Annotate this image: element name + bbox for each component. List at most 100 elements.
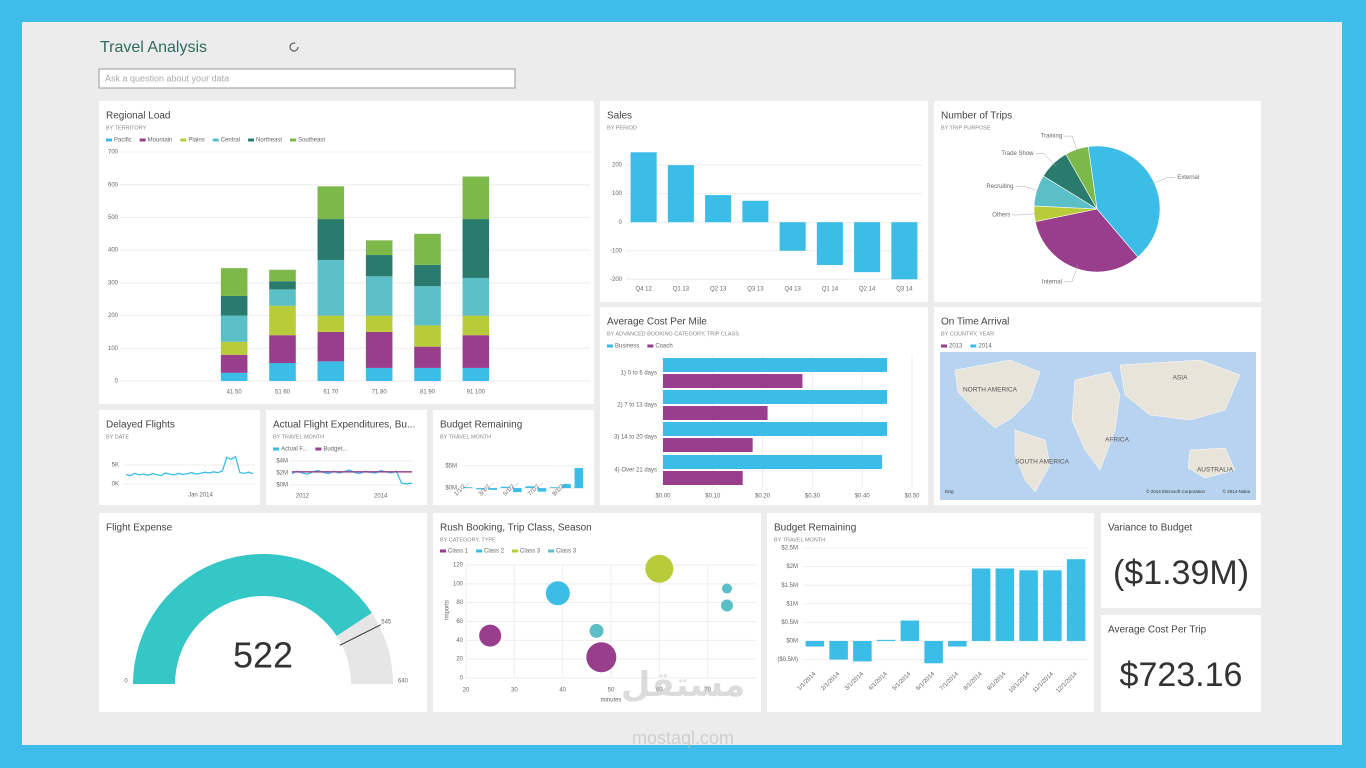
legend-swatch	[106, 138, 112, 142]
tile	[1101, 615, 1261, 712]
map-label: SOUTH AMERICA	[1015, 459, 1069, 466]
tile-subtitle: BY TRAVEL MONTH	[774, 537, 825, 543]
bar	[891, 222, 918, 280]
map-land	[1187, 447, 1236, 479]
tile-title: Sales	[607, 111, 632, 122]
bar-segment	[462, 219, 490, 278]
bar-segment	[462, 176, 490, 220]
bar-segment	[317, 331, 345, 362]
legend-label: Class 3	[556, 549, 577, 555]
search-box[interactable]	[98, 68, 516, 89]
y-tick-label: $0M	[445, 486, 457, 492]
bar	[537, 488, 547, 492]
bar-segment	[462, 367, 490, 381]
bar-segment	[317, 219, 345, 260]
bar-segment	[220, 295, 248, 316]
legend-swatch	[273, 447, 279, 451]
tile-title: Budget Remaining	[440, 420, 522, 431]
bar	[854, 222, 881, 273]
bar-segment	[462, 335, 490, 368]
legend-label: Actual F...	[281, 447, 308, 453]
tile	[433, 513, 761, 712]
slice-label: Others	[992, 212, 1010, 218]
y-tick-label: $0M	[276, 483, 288, 489]
bar	[463, 487, 473, 489]
map-label: AFRICA	[1105, 437, 1130, 444]
bar-segment	[365, 276, 393, 316]
map-label: ASIA	[1173, 375, 1188, 382]
line	[125, 455, 254, 477]
bar	[1066, 559, 1086, 641]
tile-subtitle: BY TRAVEL MONTH	[273, 434, 324, 440]
legend-label: Class 1	[448, 549, 469, 555]
x-tick-label: Q3 13	[747, 287, 764, 293]
leader-line	[1064, 135, 1079, 154]
y-tick-label: $2M	[276, 471, 288, 477]
tile-subtitle: BY COUNTRY, YEAR	[941, 331, 994, 337]
map-label: NORTH AMERICA	[963, 387, 1018, 394]
tile-title: Budget Remaining	[774, 523, 856, 534]
bar-segment	[317, 259, 345, 316]
x-tick-label: $0.00	[655, 494, 671, 500]
bar-segment	[414, 264, 441, 287]
bar-segment	[269, 335, 296, 364]
bar	[816, 222, 843, 266]
legend-label: Southeast	[298, 138, 325, 144]
bar	[924, 640, 943, 664]
x-tick-label: Q4 13	[784, 287, 801, 293]
y-tick-label: 3) 14 to 20 days	[614, 435, 657, 441]
tile-subtitle: BY CATEGORY, TYPE	[440, 537, 496, 543]
legend-swatch	[180, 138, 187, 142]
bar-segment	[365, 367, 393, 381]
x-tick-label: 20	[463, 688, 470, 694]
watermark: mostaql.com	[632, 728, 734, 748]
search-placeholder[interactable]: Ask a question about your data	[105, 73, 229, 83]
bar	[1019, 570, 1038, 641]
map-land	[1071, 371, 1121, 471]
gauge-target-label: 545	[381, 620, 392, 626]
bar	[663, 358, 888, 372]
x-tick-label: 60	[656, 688, 663, 694]
bar-segment	[220, 268, 248, 296]
bar	[948, 640, 967, 647]
bar	[705, 195, 732, 223]
x-tick-label: $0.10	[705, 494, 721, 500]
map-credit: © 2014 Nokia	[1223, 488, 1251, 494]
x-axis-title: minutes	[600, 698, 621, 704]
x-tick-label: 2014	[374, 494, 388, 500]
bar	[829, 640, 848, 660]
refresh-circle[interactable]	[289, 42, 299, 52]
bar-segment	[462, 315, 490, 336]
bubble	[586, 642, 617, 673]
x-tick-label: 51 60	[275, 390, 291, 396]
bar	[663, 390, 888, 404]
x-tick-label: Q1 13	[673, 287, 690, 293]
bar	[663, 374, 803, 388]
bar	[663, 438, 753, 452]
x-tick-label: $0.50	[904, 494, 920, 500]
map-land	[954, 359, 1041, 429]
bar	[574, 468, 584, 489]
bar	[1043, 570, 1062, 641]
tile-title: Rush Booking, Trip Class, Season	[440, 523, 592, 534]
y-tick-label: 20	[456, 657, 463, 663]
x-tick-label: 91 100	[467, 390, 486, 396]
tile-title: Average Cost Per Trip	[1108, 625, 1207, 636]
x-tick-label: 71 80	[372, 390, 388, 396]
card-value: ($1.39M)	[1113, 554, 1249, 592]
refresh-icon[interactable]	[289, 42, 299, 52]
bubble	[589, 623, 604, 638]
legend-label: Budget...	[323, 447, 347, 453]
tile-subtitle: BY TERRITORY	[106, 125, 147, 131]
legend-swatch	[512, 549, 519, 553]
bar-segment	[317, 186, 345, 220]
y-tick-label: 0	[619, 220, 623, 226]
bubble	[545, 581, 570, 606]
bar-segment	[414, 325, 441, 347]
x-tick-label: Q4 12	[635, 287, 652, 293]
x-tick-label: Q3 14	[896, 287, 913, 293]
x-tick-label: Q1 14	[822, 287, 839, 293]
x-tick-label: 61 70	[323, 390, 339, 396]
x-tick-label: 81 90	[420, 390, 436, 396]
